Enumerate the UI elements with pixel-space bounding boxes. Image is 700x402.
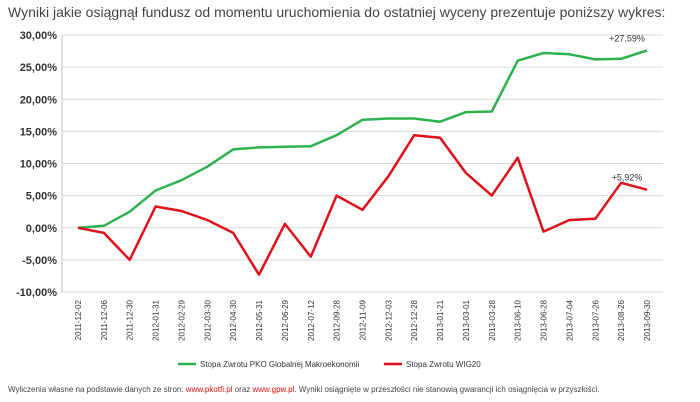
y-tick-label: 20,00% [20, 94, 58, 106]
x-tick-label: 2012-04-30 [229, 299, 238, 340]
footer-mid: oraz [232, 385, 253, 394]
x-tick-label: 2012-02-29 [177, 299, 186, 340]
x-tick-label: 2011-12-06 [100, 299, 109, 340]
footer-suffix: . Wyniki osiągnięte w przeszłości nie st… [294, 385, 600, 394]
x-tick-label: 2013-09-30 [643, 299, 652, 340]
x-tick-label: 2011-12-02 [74, 299, 83, 340]
x-tick-label: 2013-06-10 [514, 299, 523, 340]
x-tick-label: 2012-06-29 [281, 299, 290, 340]
x-tick-label: 2013-08-26 [617, 299, 626, 340]
series-line-1 [77, 133, 648, 276]
x-tick-label: 2013-03-28 [488, 299, 497, 340]
footer-link-gpw[interactable]: www.gpw.pl [252, 385, 295, 394]
x-tick-label: 2013-01-21 [436, 299, 445, 340]
y-tick-label: 0,00% [26, 223, 57, 235]
footer-link-pkotfi[interactable]: www.pkotfi.pl [185, 385, 233, 394]
y-tick-label: 5,00% [26, 191, 57, 203]
series-line-0 [77, 49, 648, 230]
x-tick-label: 2012-12-03 [384, 299, 393, 340]
y-tick-label: 10,00% [20, 159, 58, 171]
x-tick-label: 2013-03-01 [462, 299, 471, 340]
y-tick-label: -10,00% [16, 287, 57, 299]
legend-label-0: Stopa Zwrotu PKO Globalnej Makroekonomii [200, 360, 359, 369]
x-tick-label: 2011-12-30 [126, 299, 135, 340]
x-tick-label: 2013-07-04 [565, 299, 574, 340]
y-tick-label: -5,00% [22, 255, 57, 267]
x-tick-label: 2012-01-31 [152, 299, 161, 340]
x-tick-label: 2012-03-30 [203, 299, 212, 340]
x-tick-label: 2013-07-26 [591, 299, 600, 340]
x-tick-label: 2012-05-31 [255, 299, 264, 340]
x-tick-label: 2012-09-28 [333, 299, 342, 340]
footer-note: Wyliczenia własne na podstawie danych ze… [8, 385, 600, 394]
x-tick-label: 2012-12-28 [410, 299, 419, 340]
data-label: +5,92% [612, 173, 643, 183]
x-tick-label: 2012-11-09 [359, 299, 368, 340]
page-title: Wyniki jakie osiągnął fundusz od momentu… [8, 4, 666, 20]
x-tick-label: 2012-07-12 [307, 299, 316, 340]
y-tick-label: 30,00% [20, 30, 58, 42]
data-label: +27,59% [609, 33, 645, 43]
footer-prefix: Wyliczenia własne na podstawie danych ze… [8, 385, 186, 394]
y-tick-label: 25,00% [20, 62, 58, 74]
x-tick-label: 2013-06-28 [540, 299, 549, 340]
legend-label-1: Stopa Zwrotu WIG20 [406, 360, 481, 369]
y-tick-label: 15,00% [20, 126, 58, 138]
